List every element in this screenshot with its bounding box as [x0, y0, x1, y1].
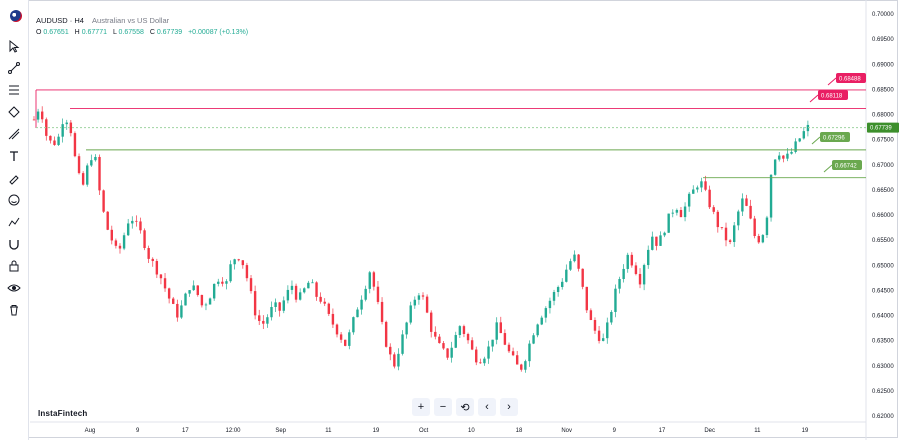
scroll-right-button[interactable]: ›	[500, 398, 518, 416]
measure-icon[interactable]	[4, 212, 24, 232]
symbol-legend: AUDUSD · H4 Australian vs US Dollar	[36, 14, 169, 28]
magnet-icon[interactable]	[4, 234, 24, 254]
projection-icon[interactable]	[4, 124, 24, 144]
high-label: H	[74, 29, 80, 36]
trash-icon[interactable]	[4, 300, 24, 320]
emoji-icon[interactable]	[4, 190, 24, 210]
symbol-name: Australian vs US Dollar	[92, 16, 170, 25]
high-value: 0.67771	[81, 29, 107, 36]
reset-button[interactable]: ⟲	[456, 398, 474, 416]
lock-icon[interactable]	[4, 256, 24, 276]
open-value: 0.67651	[43, 29, 69, 36]
zoom-in-button[interactable]: +	[412, 398, 430, 416]
close-value: 0.67739	[156, 29, 183, 36]
zoom-out-button[interactable]: −	[434, 398, 452, 416]
ohlc-readout: O 0.67651 H 0.67771 L 0.67558 C 0.67739 …	[36, 29, 252, 36]
pattern-icon[interactable]	[4, 102, 24, 122]
change-value: +0.00087 (+0.13%)	[188, 29, 249, 36]
cursor-icon[interactable]	[4, 36, 24, 56]
open-label: O	[36, 29, 42, 36]
trend-line-icon[interactable]	[4, 58, 24, 78]
low-value: 0.67558	[118, 29, 144, 36]
brand-watermark: InstaFintech	[38, 409, 88, 418]
fibonacci-icon[interactable]	[4, 80, 24, 100]
currency-flag-icon	[10, 10, 22, 22]
low-label: L	[112, 29, 117, 36]
eye-icon[interactable]	[4, 278, 24, 298]
close-label: C	[149, 29, 155, 36]
text-icon[interactable]	[4, 146, 24, 166]
scroll-left-button[interactable]: ‹	[478, 398, 496, 416]
chart-navigation: + − ⟲ ‹ ›	[412, 398, 518, 416]
symbol-title[interactable]: AUDUSD · H4	[36, 16, 84, 25]
drawing-toolbar	[0, 0, 29, 440]
brush-icon[interactable]	[4, 168, 24, 188]
